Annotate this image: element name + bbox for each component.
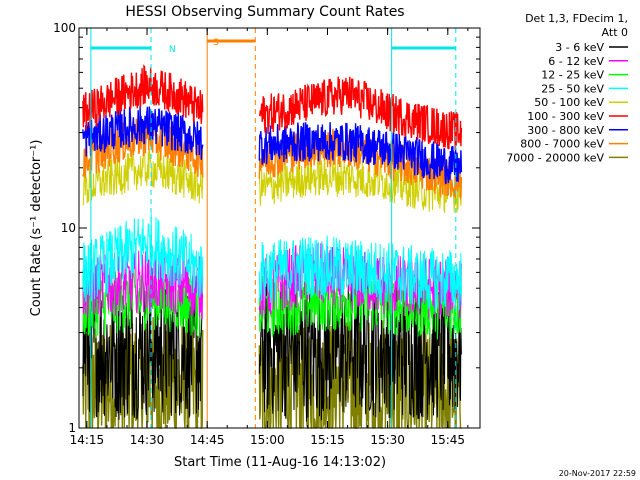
legend-entry-label: 25 - 50 keV [541,82,604,95]
series-line-25-50-kev-1 [258,235,462,312]
x-axis-label: Start Time (11-Aug-16 14:13:02) [174,455,386,470]
series-line-25-50-kev-0 [82,213,204,303]
y-tick-label: 100 [53,21,76,35]
y-tick-label: 1 [68,421,76,435]
x-tick-label: 15:15 [310,433,345,447]
legend-entry-label: 12 - 25 keV [541,69,604,82]
series-line-300-800-kev-0 [82,106,204,160]
y-tick-label: 10 [61,221,76,235]
legend-entry-label: 6 - 12 keV [548,55,604,68]
series-100-300-kev [82,64,463,150]
y-axis-label: Count Rate (s⁻¹ detector⁻¹) [29,140,44,317]
series-25-50-kev [82,213,462,312]
plot-marks [82,64,463,429]
x-tick-label: 15:45 [430,433,465,447]
footer-timestamp: 20-Nov-2017 22:59 [559,469,636,478]
x-tick-label: 15:00 [250,433,285,447]
legend-entry-label: 3 - 6 keV [555,41,604,54]
series-line-100-300-kev-0 [82,64,204,131]
legend-entry-label: 800 - 7000 keV [520,138,604,151]
series-line-3-6-kev-1 [258,282,462,422]
chart-title: HESSI Observing Summary Count Rates [125,4,404,20]
legend-entry-label: 300 - 800 keV [527,124,604,137]
axis-ticks: 14:15 14:30 14:45 15:00 15:15 15:30 15:45 1 10 10… [53,21,480,447]
series-3-6-kev [82,279,462,422]
series-line-100-300-kev-1 [258,76,463,150]
series-line-6-12-kev-0 [82,249,204,320]
legend-entry-label: 50 - 100 keV [534,96,604,109]
legend-header-line-2: Att 0 [602,26,628,39]
series-300-800-kev [82,106,463,185]
flag-label-N: N [169,45,176,55]
flag-label-S: S [213,38,219,48]
x-tick-label: 14:30 [130,433,165,447]
legend-header-line-1: Det 1,3, FDecim 1, [525,12,628,25]
x-tick-label: 15:30 [370,433,405,447]
flag-marks: NS [90,28,457,428]
legend-entry-label: 100 - 300 keV [527,110,604,123]
series-line-50-100-kev-0 [82,148,204,206]
series-line-3-6-kev-0 [82,279,204,420]
series-line-300-800-kev-1 [258,122,463,185]
x-tick-label: 14:45 [190,433,225,447]
x-tick-label: 14:15 [70,433,105,447]
legend-entry-label: 7000 - 20000 keV [506,151,604,164]
